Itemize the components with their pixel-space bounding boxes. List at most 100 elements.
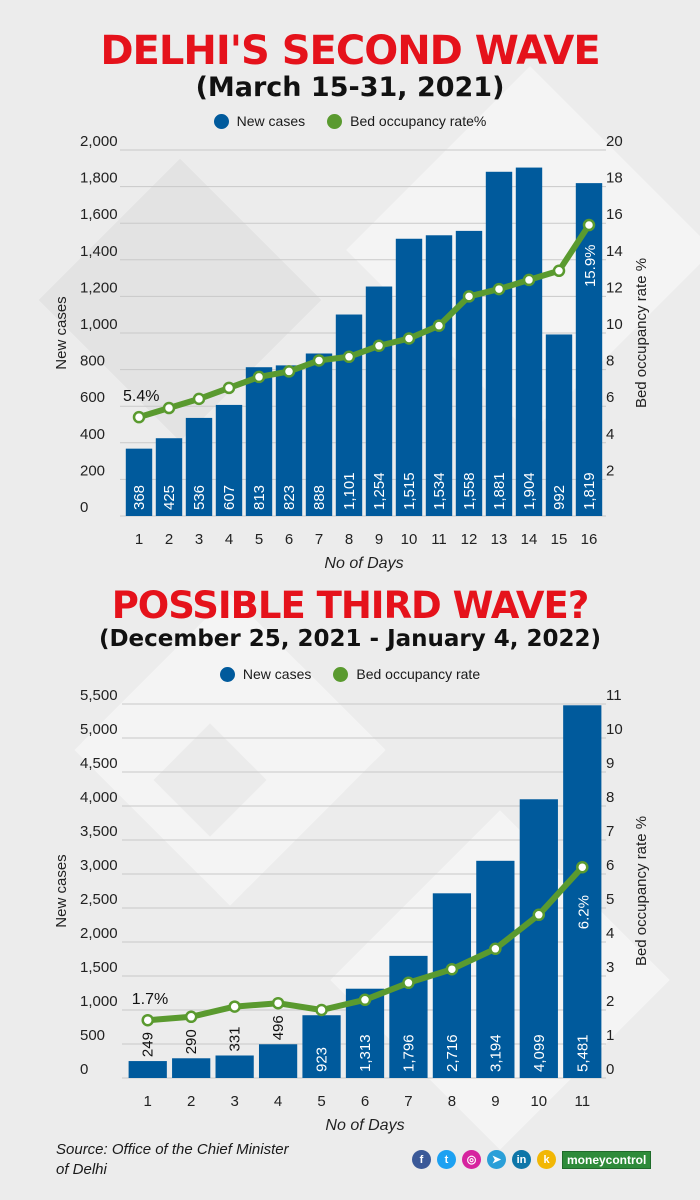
occupancy-point	[372, 339, 386, 353]
y-tick-label: 1,800	[80, 170, 118, 187]
bar	[302, 1015, 341, 1078]
bar-value-label: 4,099	[531, 1034, 548, 1072]
twitter-icon[interactable]: t	[437, 1150, 456, 1169]
occupancy-point	[184, 1010, 198, 1024]
y2-tick-label: 0	[606, 1061, 614, 1078]
occupancy-point	[576, 860, 589, 874]
x-tick-label: 13	[491, 531, 508, 548]
occupancy-point	[141, 1013, 154, 1027]
x-tick-label: 11	[574, 1093, 590, 1110]
chart1-title: DELHI'S SECOND WAVE	[100, 28, 600, 74]
occupancy-point	[402, 332, 416, 345]
annotation-label: 6.2%	[575, 895, 592, 929]
x-tick-label: 1	[135, 531, 143, 548]
bar-value-label: 290	[183, 1029, 200, 1054]
chart1-plot: 0 200 400 600 800 1,000 1,200 1,400 1,600 1,800 2,…	[53, 133, 650, 572]
y-tick-label: 400	[80, 426, 105, 443]
annotation-label: 1.7%	[132, 991, 168, 1008]
y-tick-label: 3,500	[80, 823, 118, 840]
chart1-subtitle: (March 15-31, 2021)	[195, 72, 505, 103]
y2-axis-title: Bed occupancy rate %	[633, 816, 650, 966]
x-tick-label: 2	[165, 531, 173, 548]
brand-logo[interactable]: moneycontrol	[562, 1151, 652, 1169]
legend-dot-blue	[213, 113, 229, 129]
occupancy-point	[402, 976, 415, 990]
x-tick-label: 16	[581, 531, 598, 548]
x-tick-label: 3	[195, 531, 203, 548]
y2-tick-label: 10	[606, 316, 623, 333]
y2-tick-label: 3	[606, 959, 614, 976]
y-tick-label: 0	[80, 1061, 88, 1078]
annotation-label: 15.9%	[582, 244, 599, 287]
occupancy-point	[342, 350, 356, 364]
bar	[365, 286, 393, 516]
telegram-icon[interactable]: ➤	[487, 1150, 506, 1169]
chart2-legend: New cases Bed occupancy rate	[0, 666, 700, 682]
bar	[545, 334, 573, 516]
bar-value-label: 1,101	[341, 472, 358, 510]
x-tick-label: 8	[345, 531, 353, 548]
bar-value-label: 5,481	[574, 1034, 591, 1072]
social-icons: f t ◎ ➤ in k	[412, 1150, 556, 1169]
y-tick-label: 800	[80, 353, 105, 370]
y-tick-label: 3,000	[80, 857, 118, 874]
y-axis-title: New cases	[53, 296, 70, 369]
y-tick-label: 1,600	[80, 206, 118, 223]
bar	[519, 799, 558, 1078]
instagram-icon[interactable]: ◎	[462, 1150, 481, 1169]
x-tick-label: 3	[230, 1093, 238, 1110]
legend-item-bed-occupancy: Bed occupancy rate%	[327, 113, 486, 129]
bar-value-label: 888	[311, 485, 328, 510]
y-tick-label: 600	[80, 389, 105, 406]
y2-tick-label: 20	[606, 133, 623, 150]
occupancy-point	[222, 381, 236, 395]
x-tick-label: 9	[375, 531, 383, 548]
annotation-label: 5.4%	[123, 388, 159, 405]
y2-tick-label: 12	[606, 279, 623, 296]
x-tick-label: 4	[274, 1093, 282, 1110]
y-tick-label: 1,000	[80, 993, 118, 1010]
bar	[425, 235, 453, 516]
y-tick-label: 1,400	[80, 243, 118, 260]
bar	[185, 417, 213, 516]
occupancy-point	[192, 392, 206, 406]
bar	[432, 893, 472, 1078]
occupancy-point	[252, 370, 266, 384]
legend-dot-blue	[219, 666, 235, 682]
bar-value-label: 1,254	[371, 472, 388, 510]
y-tick-label: 1,500	[80, 959, 118, 976]
legend-dot-green	[333, 666, 349, 682]
bar-value-label: 496	[270, 1015, 287, 1040]
y2-tick-label: 14	[606, 243, 623, 260]
y2-tick-label: 6	[606, 389, 614, 406]
bar	[128, 1061, 167, 1078]
bar-value-label: 368	[131, 485, 148, 510]
legend-label: Bed occupancy rate	[356, 666, 481, 682]
y-tick-label: 4,000	[80, 789, 118, 806]
bar-value-label: 1,819	[581, 472, 598, 510]
x-tick-label: 8	[448, 1093, 456, 1110]
bar-value-label: 607	[221, 485, 238, 510]
occupancy-point	[445, 962, 459, 976]
linkedin-icon[interactable]: in	[512, 1150, 531, 1169]
x-tick-label: 1	[144, 1093, 152, 1110]
occupancy-point	[552, 264, 566, 278]
occupancy-point	[312, 354, 326, 367]
koo-icon[interactable]: k	[537, 1150, 556, 1169]
x-tick-label: 10	[530, 1093, 547, 1110]
x-tick-label: 6	[361, 1093, 369, 1110]
chart2-plot: 0 500 1,000 1,500 2,000 2,500 3,000 3,500 4,000 4…	[53, 687, 650, 1134]
y-tick-label: 2,000	[80, 925, 118, 942]
bar-value-label: 1,515	[401, 472, 418, 510]
y-tick-label: 5,500	[80, 687, 118, 704]
occupancy-point	[315, 1003, 328, 1017]
x-tick-label: 11	[431, 531, 447, 548]
x-tick-label: 2	[187, 1093, 195, 1110]
legend-label: New cases	[242, 666, 312, 682]
facebook-icon[interactable]: f	[412, 1150, 431, 1169]
y-tick-label: 0	[80, 499, 88, 516]
bar	[155, 438, 183, 516]
x-tick-label: 10	[401, 531, 418, 548]
y2-tick-label: 8	[606, 789, 614, 806]
y2-tick-label: 2	[606, 462, 614, 479]
